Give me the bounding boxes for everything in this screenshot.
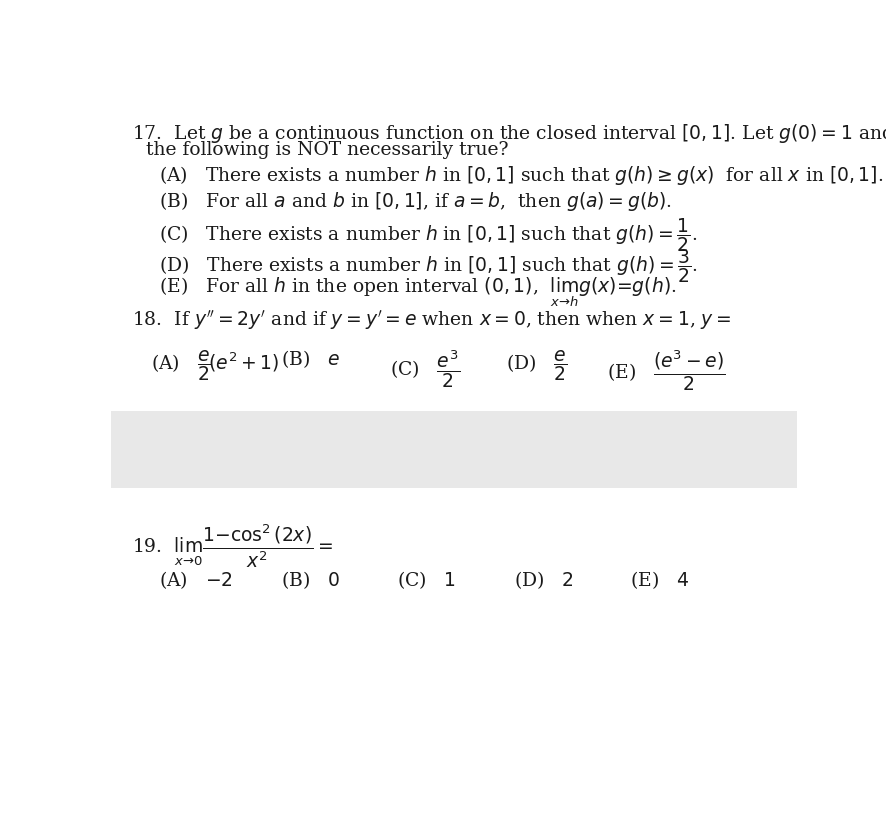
Text: (C)   $1$: (C) $1$ (398, 569, 456, 591)
Text: (A)   $-2$: (A) $-2$ (159, 569, 232, 591)
Text: (E)   For all $h$ in the open interval $(0,1)$,  $\lim_{x \to h} g(x)=g(h)$.: (E) For all $h$ in the open interval $(0… (159, 276, 676, 309)
Text: 19.  $\lim_{x \to 0}\dfrac{1-\cos^{2}(2x)}{x^{2}}=$: 19. $\lim_{x \to 0}\dfrac{1-\cos^{2}(2x)… (132, 523, 334, 571)
Text: the following is NOT necessarily true?: the following is NOT necessarily true? (146, 141, 509, 158)
Text: (C)   There exists a number $h$ in $[0,1]$ such that $g(h)=\dfrac{1}{2}$.: (C) There exists a number $h$ in $[0,1]$… (159, 216, 697, 254)
Text: 17.  Let $g$ be a continuous function on the closed interval $[0,1]$. Let $g(0)=: 17. Let $g$ be a continuous function on … (132, 122, 886, 145)
Text: (D)   $2$: (D) $2$ (514, 569, 573, 591)
Text: (E)   $\dfrac{\left(e^{3}-e\right)}{2}$: (E) $\dfrac{\left(e^{3}-e\right)}{2}$ (607, 349, 726, 393)
Text: (B)   For all $a$ and $b$ in $[0,1]$, if $a=b$,  then $g(a)=g(b)$.: (B) For all $a$ and $b$ in $[0,1]$, if $… (159, 190, 672, 213)
Text: (A)   $\dfrac{e}{2}\!\left(e^{2}+1\right)$: (A) $\dfrac{e}{2}\!\left(e^{2}+1\right)$ (151, 349, 280, 383)
Text: (D)   There exists a number $h$ in $[0,1]$ such that $g(h)=\dfrac{3}{2}$.: (D) There exists a number $h$ in $[0,1]$… (159, 247, 698, 285)
FancyBboxPatch shape (111, 411, 797, 488)
Text: (B)   $0$: (B) $0$ (281, 569, 340, 591)
Text: (D)   $\dfrac{e}{2}$: (D) $\dfrac{e}{2}$ (506, 349, 567, 383)
Text: 18.  If $y''=2y'$ and if $y=y'=e$ when $x=0$, then when $x=1$, $y=$: 18. If $y''=2y'$ and if $y=y'=e$ when $x… (132, 308, 732, 333)
Text: (E)   $4$: (E) $4$ (630, 569, 689, 591)
Text: (B)   $e$: (B) $e$ (281, 349, 340, 370)
Text: (C)   $\dfrac{e^{3}}{2}$: (C) $\dfrac{e^{3}}{2}$ (390, 349, 460, 390)
Text: (A)   There exists a number $h$ in $[0,1]$ such that $g(h)\geq g(x)$  for all $x: (A) There exists a number $h$ in $[0,1]$… (159, 163, 883, 187)
